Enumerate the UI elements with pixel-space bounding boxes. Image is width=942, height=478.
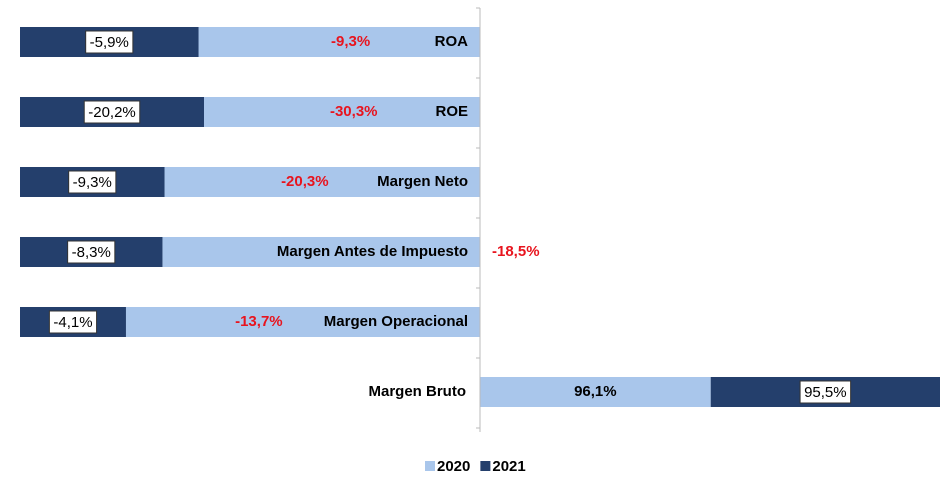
value-label: -13,7% [235,313,283,330]
category-label: ROE [435,103,468,120]
value-label: -5,9% [90,34,129,51]
label-box [799,380,852,404]
category-label: ROA [435,33,469,50]
bar [164,167,480,197]
value-label: 95,5% [804,384,847,401]
label-box [83,100,141,124]
value-label: -20,3% [281,173,329,190]
value-label: -30,3% [330,103,378,120]
category-label: Margen Antes de Impuesto [277,243,468,260]
bar [198,27,481,57]
value-label: 96,1% [574,383,617,400]
label-box [85,30,134,54]
bar [125,307,481,337]
value-label: -9,3% [331,33,370,50]
label-box [68,170,117,194]
label-box [67,240,116,264]
value-label: -20,2% [88,104,136,121]
legend-label: 2020 [437,458,470,475]
legend-swatch [425,461,435,471]
value-label: -18,5% [492,243,540,260]
legend-swatch [480,461,491,471]
bar [480,377,711,407]
bar [204,97,480,127]
label-box [48,310,98,334]
value-label: -4,1% [53,314,92,331]
category-label: Margen Neto [377,173,468,190]
bar [162,237,480,267]
category-label: Margen Operacional [324,313,468,330]
legend-label: 2021 [492,458,525,475]
category-label: Margen Bruto [369,383,467,400]
value-label: -9,3% [73,174,112,191]
value-label: -8,3% [72,244,111,261]
